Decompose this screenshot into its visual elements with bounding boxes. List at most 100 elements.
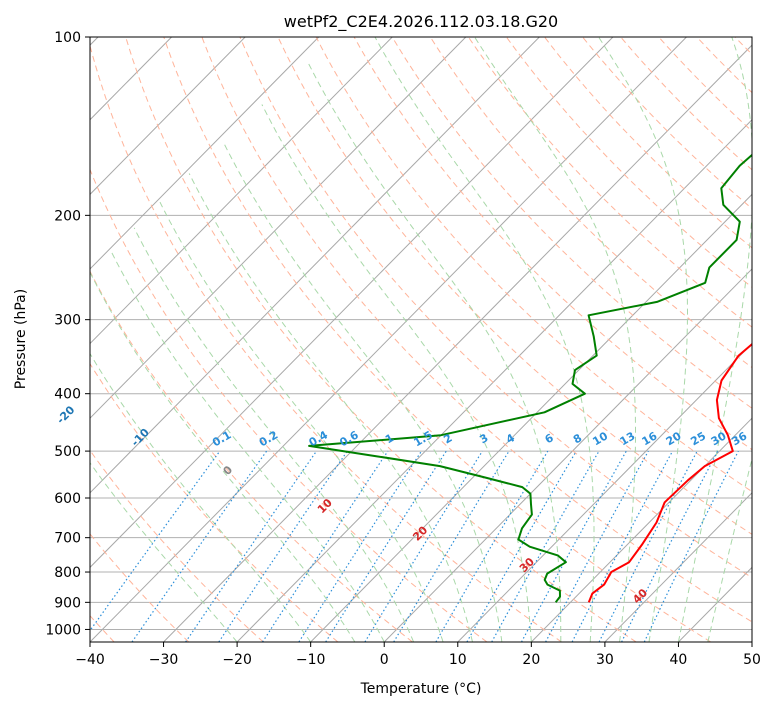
x-tick-label: 20	[522, 652, 540, 668]
mixing-ratio-line	[571, 450, 674, 642]
moist-adiabat-line	[159, 201, 444, 642]
mixing-ratio-line	[185, 450, 317, 642]
dry-adiabat-label: 20	[410, 523, 430, 543]
dry-adiabat-label: -10	[129, 426, 152, 449]
x-axis-label: Temperature (°C)	[360, 681, 482, 697]
isotherm-line	[163, 44, 752, 642]
temperature-profile-line	[587, 342, 752, 603]
moist-adiabat-line	[474, 37, 636, 642]
plot-area-lines	[90, 37, 752, 642]
dry-adiabat-line	[90, 270, 413, 642]
mixing-ratio-line	[545, 450, 649, 642]
dry-adiabat-line	[429, 37, 752, 369]
dry-adiabat-line	[163, 37, 712, 642]
dry-adiabat-line	[90, 168, 488, 642]
y-axis-label: Pressure (hPa)	[13, 289, 29, 389]
isotherm-line	[90, 37, 467, 419]
isotherm-line	[604, 492, 752, 642]
isotherm-line	[457, 342, 752, 642]
moist-adiabat-line	[677, 37, 752, 642]
dry-adiabat-line	[125, 37, 637, 642]
moist-adiabat-line	[90, 461, 238, 642]
y-tick-label: 900	[54, 595, 81, 611]
mixing-ratio-label: 25	[688, 429, 708, 448]
y-tick-label: 300	[54, 313, 81, 329]
moist-adiabat-line	[90, 272, 356, 642]
isotherm-line	[90, 37, 246, 196]
mixing-ratio-line	[364, 450, 483, 642]
x-tick-label: 10	[449, 652, 467, 668]
dry-adiabat-label: 0	[221, 463, 236, 478]
dry-adiabat-line	[544, 37, 752, 249]
mixing-ratio-line	[598, 450, 698, 642]
x-tick-label: 40	[670, 652, 688, 668]
dry-adiabat-line	[696, 37, 752, 94]
isotherm-line	[383, 268, 752, 642]
mixing-ratio-line	[90, 450, 221, 632]
plot-frame	[89, 36, 753, 643]
y-tick-label: 1000	[45, 622, 81, 638]
dry-adiabat-line	[90, 362, 339, 642]
isotherm-line	[90, 37, 614, 569]
mixing-ratio-label: 6	[543, 431, 556, 446]
moist-adiabat-line	[188, 173, 473, 642]
mixing-ratio-label: 0.6	[337, 428, 361, 449]
mixing-ratio-line	[491, 450, 600, 642]
isotherm-line	[90, 37, 687, 642]
axis-ticks: −40 −30 −20 −10 0 10 20 30 40 5010020030040050060…	[45, 30, 761, 668]
x-tick-label: 50	[743, 652, 761, 668]
moist-adiabat-line	[374, 37, 595, 642]
dry-adiabat-line	[201, 37, 752, 623]
mixing-ratio-line	[218, 450, 348, 642]
dry-adiabat-line	[391, 37, 752, 409]
isotherm-line	[90, 37, 393, 345]
mixing-ratio-line	[131, 450, 268, 642]
y-tick-label: 500	[54, 444, 81, 460]
mixing-ratio-line	[466, 450, 577, 642]
mixing-ratio-line	[520, 450, 627, 642]
moist-adiabat-line	[707, 456, 752, 642]
y-tick-label: 600	[54, 491, 81, 507]
y-tick-label: 100	[54, 30, 81, 46]
mixing-ratio-label: 16	[640, 429, 660, 448]
y-tick-label: 200	[54, 208, 81, 224]
moist-adiabat-line	[90, 352, 312, 642]
x-tick-label: −20	[222, 652, 252, 668]
dry-adiabat-line	[90, 449, 264, 642]
isotherm-line	[678, 566, 752, 642]
dewpoint-profile-line	[308, 153, 752, 603]
dry-adiabat-line	[734, 37, 752, 55]
isotherm-line	[90, 37, 320, 270]
isotherm-line	[90, 37, 540, 494]
x-tick-label: −10	[296, 652, 326, 668]
y-tick-label: 700	[54, 531, 81, 547]
dry-adiabat-line	[353, 37, 752, 451]
moist-adiabat-line	[307, 61, 562, 642]
mixing-ratio-line	[325, 450, 447, 642]
moist-adiabat-line	[110, 251, 385, 642]
dry-adiabat-line	[658, 37, 752, 132]
mixing-ratio-label: 13	[618, 429, 638, 448]
mixing-ratio-label: 0.1	[210, 428, 233, 449]
chart-title: wetPf2_C2E4.2026.112.03.18.G20	[284, 12, 558, 32]
dry-adiabat-line	[582, 37, 752, 210]
x-tick-label: 30	[596, 652, 614, 668]
dry-adiabat-line	[277, 37, 752, 535]
mixing-ratio-line	[643, 450, 739, 642]
moist-adiabat-line	[261, 104, 532, 642]
mixing-ratio-label: 3	[477, 431, 490, 446]
moist-adiabat-line	[598, 37, 688, 642]
dry-adiabat-label: 40	[630, 586, 650, 606]
mixing-ratio-line	[435, 450, 549, 642]
moist-adiabat-line	[133, 227, 415, 642]
x-tick-label: 0	[380, 652, 389, 668]
mixing-ratio-label: 10	[590, 429, 610, 448]
y-tick-label: 400	[54, 387, 81, 403]
isotherm-line	[530, 417, 752, 642]
isotherm-line	[236, 119, 752, 642]
x-tick-label: −40	[75, 652, 105, 668]
mixing-ratio-label: 8	[571, 431, 584, 446]
mixing-ratio-label: 0.4	[307, 428, 331, 449]
